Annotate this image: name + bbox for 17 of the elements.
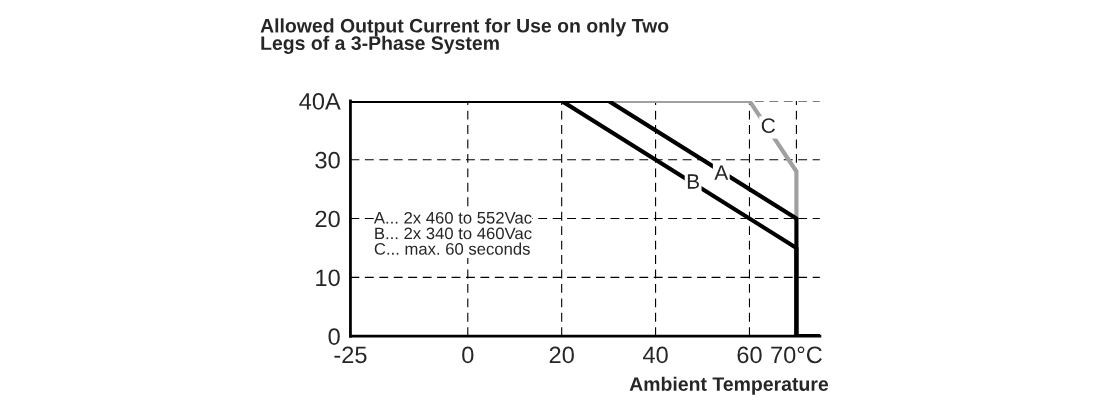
x-tick-label: 70°C [771,346,822,364]
x-tick-label: -25 [334,346,367,364]
x-tick-label: 60 [737,346,762,364]
annotation: C [761,118,775,133]
y-tick-label: 0 [328,328,340,345]
y-tick-label: 10 [316,269,340,287]
x-tick-label: 40 [642,346,668,364]
y-tick-label: 20 [315,210,340,228]
chart-title: Allowed Output Current for Use on only Two Legs of a 3-Phase System [260,18,669,54]
y-tick-label: 40A [299,93,341,110]
annotation: A... 2x 460 to 552Vac B... 2x 340 to 460Vac C... max. 60 seconds [373,211,532,255]
y-tick-label: 30 [315,151,340,169]
x-tick-label: 20 [549,346,574,364]
x-axis-title: Ambient Temperature [629,376,829,395]
x-tick-label: 0 [462,346,474,364]
annotation: A [714,165,729,180]
annotation: B [687,174,699,189]
